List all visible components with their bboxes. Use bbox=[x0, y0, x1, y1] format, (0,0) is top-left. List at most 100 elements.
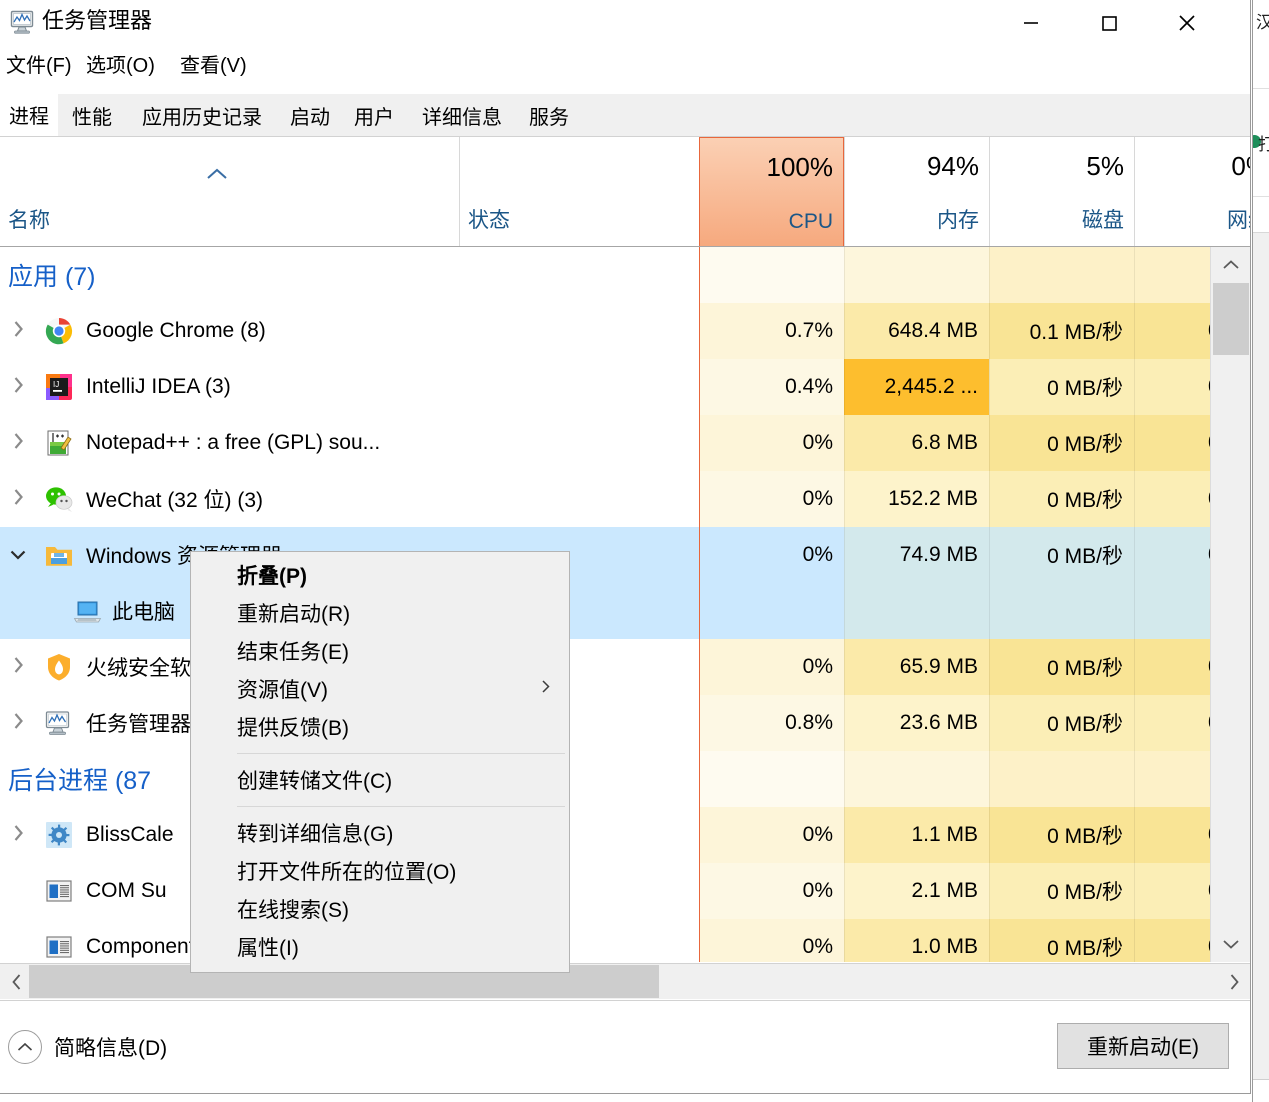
horizontal-scrollbar[interactable] bbox=[0, 963, 1250, 999]
process-list[interactable]: 应用 (7) Google Chrome (8) 0.7% 648.4 MB 0.1 M… bbox=[0, 247, 1250, 962]
column-header-network[interactable]: 0% 网络 bbox=[1134, 137, 1250, 246]
menu-file[interactable]: 文件(F) bbox=[6, 55, 72, 77]
cell-disk: 0 MB/秒 bbox=[989, 471, 1134, 527]
group-background[interactable]: 后台进程 (87 bbox=[0, 751, 1250, 807]
tab-1[interactable]: 性能 bbox=[58, 94, 126, 136]
this-pc-icon bbox=[73, 601, 102, 623]
cell-cpu: 0% bbox=[699, 415, 844, 471]
chevron-right-icon[interactable] bbox=[8, 823, 28, 847]
tab-label: 进程 bbox=[9, 106, 49, 128]
context-menu-item-2[interactable]: 结束任务(E) bbox=[191, 632, 569, 670]
table-row[interactable]: COM Su0%2.1 MB0 MB/秒0 M bbox=[0, 863, 1250, 919]
tab-0[interactable]: 进程 bbox=[0, 94, 58, 136]
row-icon bbox=[44, 316, 74, 346]
tab-3[interactable]: 启动 bbox=[278, 94, 342, 136]
group-cell-cpu bbox=[699, 247, 844, 303]
column-header-status[interactable]: 状态 bbox=[459, 137, 699, 246]
context-menu-item-7[interactable]: 打开文件所在的位置(O) bbox=[191, 852, 569, 890]
minimize-button[interactable] bbox=[1000, 0, 1062, 46]
context-menu[interactable]: 折叠(P) 重新启动(R) 结束任务(E) 资源值(V) 提供反馈(B) 创建转储文件(C… bbox=[190, 551, 570, 973]
tab-4[interactable]: 用户 bbox=[342, 94, 406, 136]
chevron-right-icon[interactable] bbox=[8, 319, 28, 343]
column-header-disk[interactable]: 5% 磁盘 bbox=[989, 137, 1134, 246]
close-icon bbox=[1179, 15, 1195, 31]
group-cell-cpu bbox=[699, 751, 844, 807]
row-name: Notepad++ : a free (GPL) sou... bbox=[86, 431, 381, 454]
context-menu-item-1[interactable]: 重新启动(R) bbox=[191, 594, 569, 632]
cell-disk bbox=[989, 583, 1134, 639]
restart-button-label: 重新启动(E) bbox=[1087, 1036, 1199, 1059]
vertical-scrollbar[interactable] bbox=[1210, 247, 1250, 962]
scroll-right-button[interactable] bbox=[1217, 964, 1250, 999]
context-menu-item-4[interactable]: 提供反馈(B) bbox=[191, 708, 569, 746]
row-name: WeChat (32 位) (3) bbox=[86, 489, 263, 512]
tab-label: 应用历史记录 bbox=[142, 106, 262, 129]
background-window-item[interactable]: 打 bbox=[1258, 130, 1269, 155]
context-menu-item-9[interactable]: 属性(I) bbox=[191, 928, 569, 966]
menu-view[interactable]: 查看(V) bbox=[180, 55, 247, 77]
table-row[interactable]: Notepad++ : a free (GPL) sou... 0% 6.8 MB 0… bbox=[0, 415, 1250, 471]
table-row[interactable]: Google Chrome (8)0.7%648.4 MB0.1 MB/秒0 M bbox=[0, 303, 1250, 359]
scroll-left-button[interactable] bbox=[0, 964, 34, 999]
row-icon: IJ bbox=[44, 372, 74, 402]
table-row[interactable]: WeChat (32 位) (3)0%152.2 MB0 MB/秒0 M bbox=[0, 471, 1250, 527]
background-window[interactable]: 汉 打 bbox=[1252, 0, 1269, 1102]
column-header-cpu[interactable]: 100% CPU bbox=[699, 137, 844, 246]
cell-cpu: 0% bbox=[699, 471, 844, 527]
context-menu-item-8[interactable]: 在线搜索(S) bbox=[191, 890, 569, 928]
context-menu-item-3[interactable]: 资源值(V) bbox=[191, 670, 569, 708]
chevron-right-icon[interactable] bbox=[8, 711, 28, 735]
cell-disk: 0 MB/秒 bbox=[989, 527, 1134, 583]
column-header-name[interactable]: 名称 bbox=[8, 209, 50, 232]
fewer-details-button[interactable]: 简略信息(D) bbox=[8, 1027, 167, 1067]
context-menu-item-5[interactable]: 创建转储文件(C) bbox=[191, 761, 569, 799]
tab-2[interactable]: 应用历史记录 bbox=[126, 94, 278, 136]
group-apps[interactable]: 应用 (7) bbox=[0, 247, 1250, 303]
title-bar[interactable]: 任务管理器 bbox=[0, 0, 1250, 46]
column-header-memory[interactable]: 94% 内存 bbox=[844, 137, 989, 246]
cell-disk: 0 MB/秒 bbox=[989, 359, 1134, 415]
chevron-right-icon[interactable] bbox=[8, 375, 28, 399]
scroll-up-button[interactable] bbox=[1211, 247, 1250, 283]
vertical-scroll-thumb[interactable] bbox=[1213, 283, 1249, 355]
chevron-up-icon bbox=[1222, 260, 1239, 269]
chevron-right-icon bbox=[540, 679, 551, 700]
chevron-right-icon[interactable] bbox=[8, 487, 28, 511]
group-label: 应用 (7) bbox=[8, 263, 96, 291]
background-window-body bbox=[1253, 232, 1269, 1080]
chevron-down-icon[interactable] bbox=[8, 543, 28, 567]
close-button[interactable] bbox=[1156, 0, 1218, 46]
context-menu-item-label: 转到详细信息(G) bbox=[237, 823, 394, 846]
cell-cpu: 0% bbox=[699, 863, 844, 919]
table-row[interactable]: Component Package Support...0%1.0 MB0 MB… bbox=[0, 919, 1250, 962]
context-menu-item-0[interactable]: 折叠(P) bbox=[191, 556, 569, 594]
tab-6[interactable]: 服务 bbox=[518, 94, 580, 136]
scroll-down-button[interactable] bbox=[1211, 926, 1250, 962]
tab-5[interactable]: 详细信息 bbox=[406, 94, 518, 136]
maximize-button[interactable] bbox=[1078, 0, 1140, 46]
cell-disk: 0 MB/秒 bbox=[989, 863, 1134, 919]
table-row[interactable]: IJ IntelliJ IDEA (3) 0.4% 2,445.2 ... 0 MB/秒… bbox=[0, 359, 1250, 415]
group-cell-memory bbox=[844, 751, 989, 807]
chevron-right-icon[interactable] bbox=[8, 655, 28, 679]
footer-bar: 简略信息(D) 重新启动(E) bbox=[0, 1000, 1250, 1093]
row-icon bbox=[44, 540, 74, 570]
background-window-divider bbox=[1253, 88, 1269, 89]
tab-label: 服务 bbox=[529, 106, 569, 129]
row-icon bbox=[44, 428, 74, 458]
row-icon bbox=[44, 876, 74, 906]
row-name: Google Chrome (8) bbox=[86, 319, 266, 342]
context-menu-item-6[interactable]: 转到详细信息(G) bbox=[191, 814, 569, 852]
restart-button[interactable]: 重新启动(E) bbox=[1057, 1023, 1229, 1069]
group-label: 后台进程 (87 bbox=[8, 767, 152, 795]
menu-options[interactable]: 选项(O) bbox=[86, 55, 155, 77]
tab-strip: 进程 性能 应用历史记录 启动 用户 详细信息 服务 bbox=[0, 94, 1250, 137]
table-row[interactable]: 此电脑 bbox=[0, 583, 1250, 639]
chevron-right-icon bbox=[1230, 973, 1239, 990]
chevron-right-icon[interactable] bbox=[8, 431, 28, 455]
chevron-down-icon bbox=[1222, 940, 1239, 949]
